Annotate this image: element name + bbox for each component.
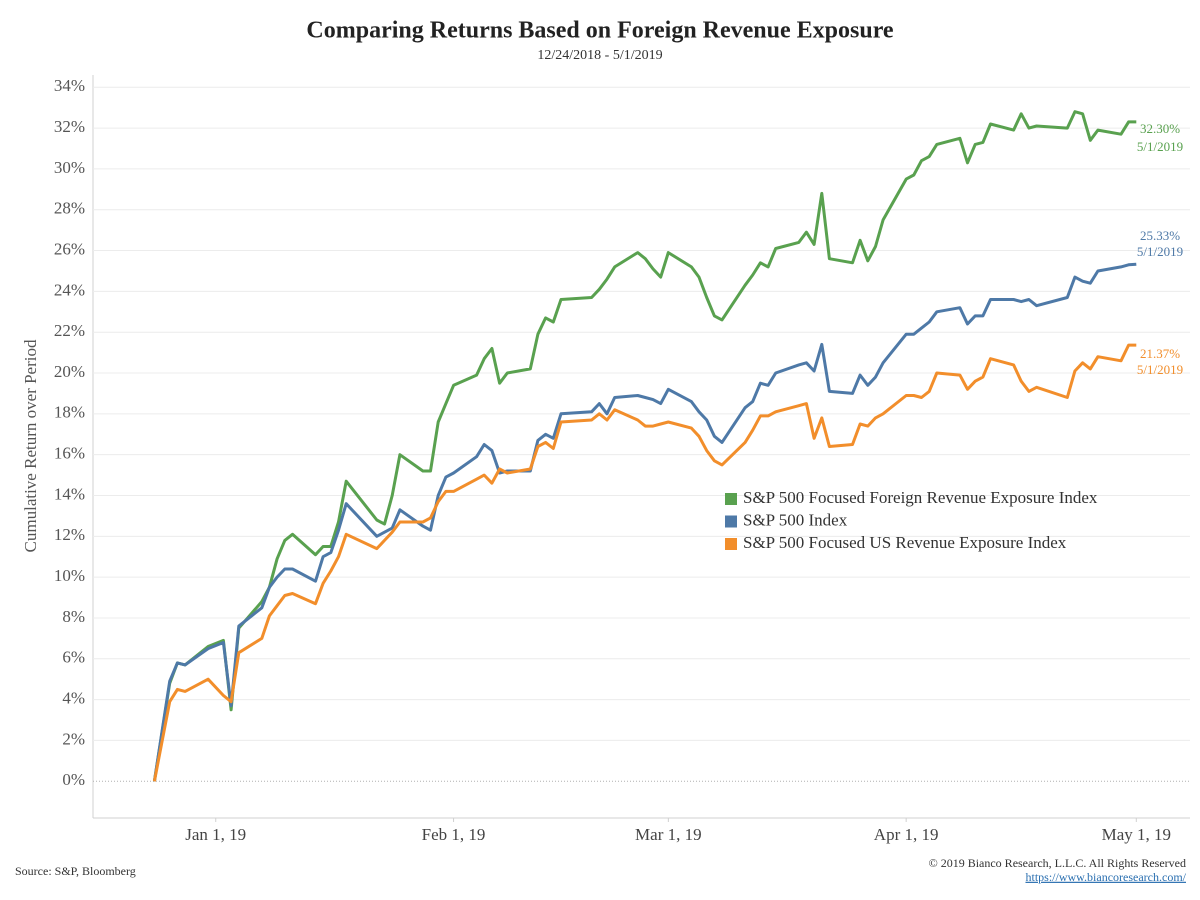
end-date-label: 5/1/2019 (1137, 362, 1183, 377)
end-date-label: 5/1/2019 (1137, 244, 1183, 259)
y-tick-label: 10% (54, 566, 85, 585)
website-link[interactable]: https://www.biancoresearch.com/ (1025, 870, 1186, 884)
copyright: © 2019 Bianco Research, L.L.C. All Right… (929, 856, 1186, 870)
x-tick-label: Mar 1, 19 (635, 825, 702, 844)
y-tick-label: 8% (62, 607, 85, 626)
x-tick-label: Feb 1, 19 (422, 825, 486, 844)
y-tick-label: 34% (54, 76, 85, 95)
y-tick-label: 12% (54, 525, 85, 544)
y-tick-label: 20% (54, 362, 85, 381)
end-value-label: 25.33% (1140, 228, 1180, 243)
y-tick-label: 6% (62, 648, 85, 667)
legend-swatch (725, 538, 737, 550)
y-tick-label: 16% (54, 444, 85, 463)
y-tick-label: 0% (62, 770, 85, 789)
end-value-label: 21.37% (1140, 346, 1180, 361)
y-tick-label: 18% (54, 403, 85, 422)
y-tick-label: 30% (54, 158, 85, 177)
y-tick-label: 28% (54, 199, 85, 218)
legend-label: S&P 500 Focused Foreign Revenue Exposure… (743, 488, 1098, 507)
y-tick-label: 22% (54, 321, 85, 340)
source-note: Source: S&P, Bloomberg (15, 864, 136, 878)
series-line (152, 343, 1137, 782)
x-tick-label: Jan 1, 19 (185, 825, 246, 844)
legend-swatch (725, 493, 737, 505)
y-axis-label: Cumulative Return over Period (21, 339, 40, 552)
y-tick-label: 4% (62, 689, 85, 708)
legend-label: S&P 500 Focused US Revenue Exposure Inde… (743, 533, 1067, 552)
y-tick-label: 26% (54, 239, 85, 258)
y-tick-label: 24% (54, 280, 85, 299)
end-value-label: 32.30% (1140, 121, 1180, 136)
chart-title: Comparing Returns Based on Foreign Reven… (306, 18, 893, 44)
series-line (152, 262, 1137, 782)
y-tick-label: 2% (62, 729, 85, 748)
legend-swatch (725, 515, 737, 528)
chart-subtitle: 12/24/2018 - 5/1/2019 (537, 48, 662, 63)
legend-label: S&P 500 Index (743, 510, 848, 529)
x-tick-label: Apr 1, 19 (874, 825, 939, 844)
series-line (152, 110, 1137, 782)
end-date-label: 5/1/2019 (1137, 139, 1183, 154)
y-tick-label: 14% (54, 484, 85, 503)
x-tick-label: May 1, 19 (1102, 825, 1171, 844)
y-tick-label: 32% (54, 117, 85, 136)
